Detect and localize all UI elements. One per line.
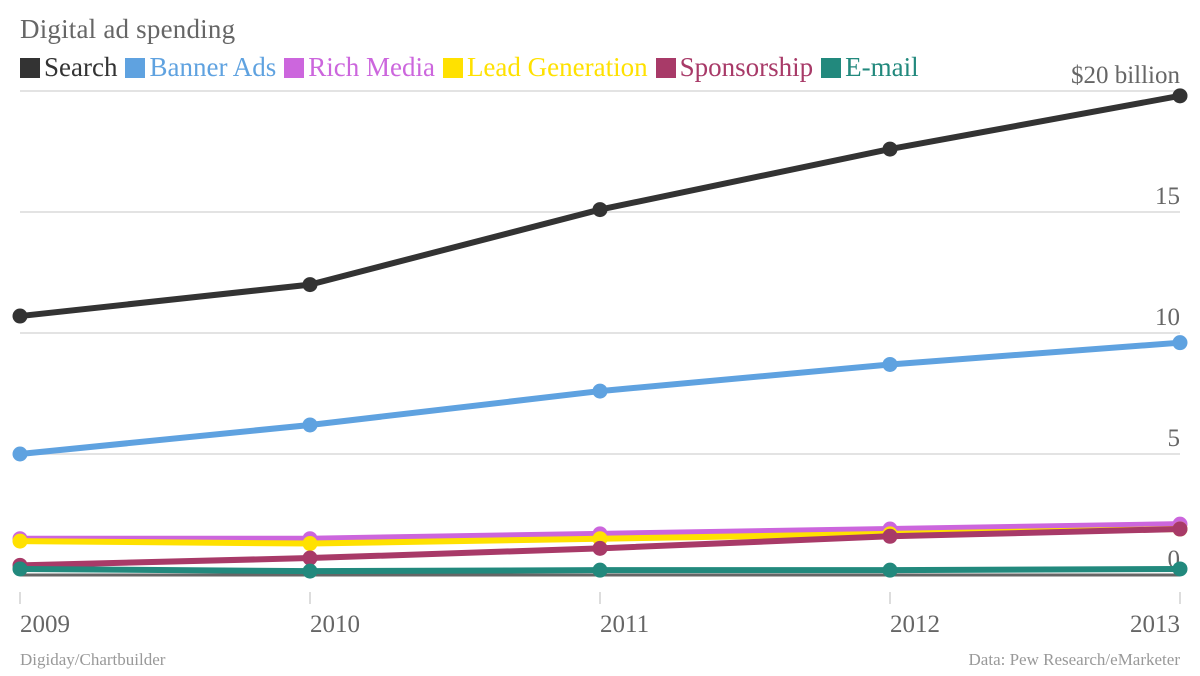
- y-tick-label: 10: [1155, 304, 1180, 331]
- data-point: [12, 533, 28, 549]
- data-point: [12, 561, 28, 577]
- legend-item-search: Search: [20, 52, 117, 83]
- legend-swatch-lead-generation: [442, 57, 463, 78]
- data-point: [12, 308, 28, 324]
- chart-legend: Search Banner Ads Rich Media Lead Genera…: [20, 52, 927, 83]
- series-e-mail: [12, 561, 1188, 579]
- legend-item-sponsorship: Sponsorship: [655, 52, 814, 83]
- series-banner-ads: [12, 335, 1188, 462]
- x-tick-label: 2012: [890, 611, 940, 638]
- data-point: [302, 417, 318, 433]
- chart-credit: Digiday/Chartbuilder: [20, 650, 166, 669]
- y-tick-label: 15: [1155, 183, 1180, 210]
- x-tick-label: 2013: [1130, 611, 1180, 638]
- legend-swatch-sponsorship: [655, 57, 676, 78]
- legend-label-sponsorship: Sponsorship: [679, 52, 814, 82]
- data-point: [592, 202, 608, 218]
- gridlines: [20, 90, 1180, 577]
- data-source: Data: Pew Research/eMarketer: [968, 650, 1180, 669]
- x-tick-label: 2009: [20, 611, 70, 638]
- legend-swatch-e-mail: [821, 57, 842, 78]
- legend-item-banner-ads: Banner Ads: [125, 52, 276, 83]
- data-point: [1172, 335, 1188, 351]
- y-tick-label: $20 billion: [1071, 62, 1181, 89]
- data-point: [302, 563, 318, 579]
- data-point: [1172, 521, 1188, 537]
- data-point: [302, 536, 318, 552]
- data-point: [882, 141, 898, 157]
- legend-item-rich-media: Rich Media: [284, 52, 435, 83]
- series-search: [12, 88, 1188, 324]
- legend-swatch-rich-media: [284, 57, 305, 78]
- legend-label-e-mail: E-mail: [845, 52, 919, 82]
- data-point: [882, 356, 898, 372]
- data-point: [592, 540, 608, 556]
- x-tick-label: 2011: [600, 611, 649, 638]
- legend-item-lead-generation: Lead Generation: [442, 52, 648, 83]
- data-point: [882, 528, 898, 544]
- data-point: [592, 562, 608, 578]
- data-point: [1172, 561, 1188, 577]
- legend-label-banner-ads: Banner Ads: [149, 52, 277, 82]
- legend-swatch-banner-ads: [125, 57, 146, 78]
- legend-label-rich-media: Rich Media: [308, 52, 435, 82]
- legend-label-search: Search: [44, 52, 118, 82]
- legend-item-e-mail: E-mail: [821, 52, 919, 83]
- x-tick-label: 2010: [310, 611, 360, 638]
- data-point: [12, 446, 28, 462]
- data-point: [592, 383, 608, 399]
- chart-title: Digital ad spending: [20, 14, 236, 44]
- data-point: [302, 550, 318, 566]
- data-point: [882, 562, 898, 578]
- series-sponsorship: [12, 521, 1188, 573]
- legend-label-lead-generation: Lead Generation: [466, 52, 648, 82]
- legend-swatch-search: [20, 57, 40, 78]
- x-axis: 2009 2010 2011 2012 2013: [19, 592, 1181, 638]
- data-point: [302, 277, 318, 293]
- series-lines: [12, 88, 1188, 579]
- y-tick-label: 5: [1168, 425, 1181, 452]
- data-point: [1172, 88, 1188, 104]
